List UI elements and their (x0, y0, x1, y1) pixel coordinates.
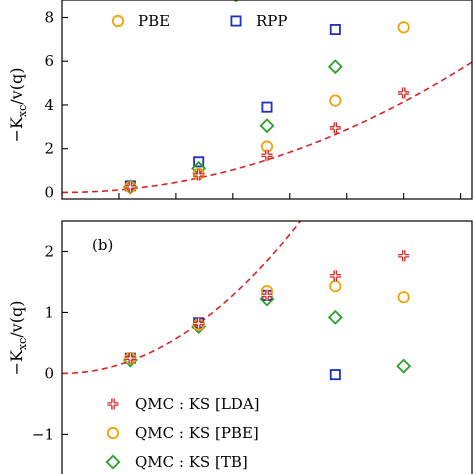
data-point-diamond (327, 309, 343, 325)
data-point-plus (398, 250, 410, 262)
panel-a-data-points (122, 21, 410, 195)
panel-b-data-points (122, 250, 412, 381)
legend-marker-square (230, 15, 242, 27)
y-tick-label: 6 (44, 52, 54, 70)
legend-label: TB (256, 0, 277, 4)
data-point-circle (397, 291, 410, 304)
legend-marker-diamond (105, 454, 121, 470)
data-point-diamond (396, 358, 412, 374)
data-point-plus (398, 87, 410, 99)
data-point-square (261, 101, 273, 113)
panel-b-legend: QMC : KS [LDA] QMC : KS [PBE] QMC : KS [TB… (105, 395, 260, 471)
panel-a-legend: LDA TB PBE RPP (111, 0, 287, 30)
legend-entry: QMC : KS [LDA] (107, 395, 260, 413)
y-tick-label: 8 (44, 8, 54, 26)
data-point-circle (329, 94, 342, 107)
data-point-plus (261, 289, 273, 301)
panel-b-frame (61, 220, 473, 474)
legend-entry: TB (233, 0, 277, 4)
panel-b-ylabel: −Kxc/v(q) (7, 301, 29, 376)
panel-a-tick-labels: 0 2 4 6 8 (44, 8, 54, 201)
legend-marker-circle (111, 14, 125, 28)
panel-b-tick-labels: −1 0 1 2 (32, 242, 54, 443)
y-tick-label: −1 (32, 425, 54, 443)
panel-a-frame (61, 0, 473, 200)
legend-entry: QMC : KS [PBE] (106, 424, 259, 442)
data-point-plus (329, 122, 341, 134)
data-point-plus (124, 181, 136, 193)
y-tick-label: 4 (44, 96, 54, 114)
legend-marker-diamond (233, 0, 239, 3)
panel-b-ticks (62, 250, 68, 435)
y-tick-label: 0 (44, 364, 54, 382)
legend-marker-plus (107, 398, 119, 410)
legend-label: RPP (256, 12, 287, 30)
y-tick-label: 2 (44, 242, 54, 260)
panel-b-label: (b) (92, 236, 113, 254)
legend-entry: QMC : KS [TB] (105, 453, 248, 471)
data-point-square (193, 156, 205, 168)
data-point-diamond (327, 59, 343, 75)
y-tick-label: 0 (44, 183, 54, 201)
legend-marker-circle (106, 426, 120, 440)
data-point-plus (124, 352, 136, 364)
data-point-circle (329, 280, 342, 293)
data-point-diamond (259, 118, 275, 134)
legend-label: QMC : KS [LDA] (135, 395, 260, 413)
y-tick-label: 1 (44, 303, 54, 321)
legend-entry: PBE (111, 12, 170, 30)
data-point-plus (329, 270, 341, 282)
data-point-plus (193, 169, 205, 181)
legend-label: PBE (138, 12, 170, 30)
data-point-circle (397, 21, 410, 34)
panel-b-reference-curve (62, 221, 302, 375)
legend-entry: RPP (230, 12, 287, 30)
legend-label: QMC : KS [PBE] (135, 424, 259, 442)
data-point-plus (193, 317, 205, 329)
data-point-square (329, 24, 341, 36)
panel-a-reference-curve (62, 61, 472, 194)
data-point-square (329, 369, 341, 381)
legend-label: QMC : KS [TB] (135, 453, 248, 471)
panel-a: 0 2 4 6 8 −Kxc/v(q) LDA TB PBE RPP (7, 0, 473, 201)
y-tick-label: 2 (44, 140, 54, 158)
panel-a-ylabel: −Kxc/v(q) (7, 68, 29, 143)
panel-a-ticks (62, 16, 462, 199)
legend-label: LDA (138, 0, 171, 4)
data-point-plus (261, 149, 273, 161)
